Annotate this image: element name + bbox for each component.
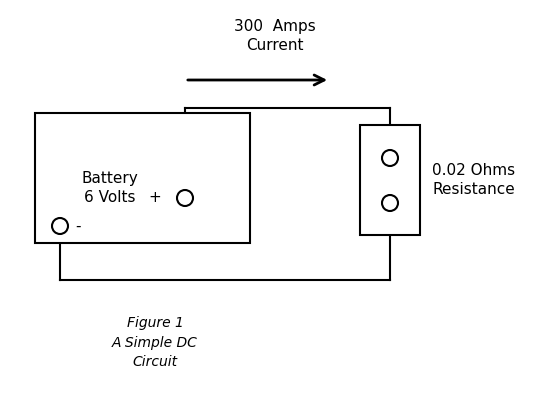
Circle shape — [52, 218, 68, 234]
Text: 300  Amps
Current: 300 Amps Current — [234, 19, 316, 53]
Circle shape — [382, 195, 398, 211]
Text: -: - — [75, 219, 80, 234]
Circle shape — [382, 150, 398, 166]
Bar — [35, 113, 250, 243]
Bar — [360, 125, 420, 235]
Circle shape — [177, 190, 193, 206]
Text: +: + — [148, 191, 161, 205]
Text: Battery
6 Volts: Battery 6 Volts — [81, 171, 139, 205]
Text: 0.02 Ohms
Resistance: 0.02 Ohms Resistance — [432, 163, 515, 197]
Text: Figure 1
A Simple DC
Circuit: Figure 1 A Simple DC Circuit — [112, 316, 198, 369]
